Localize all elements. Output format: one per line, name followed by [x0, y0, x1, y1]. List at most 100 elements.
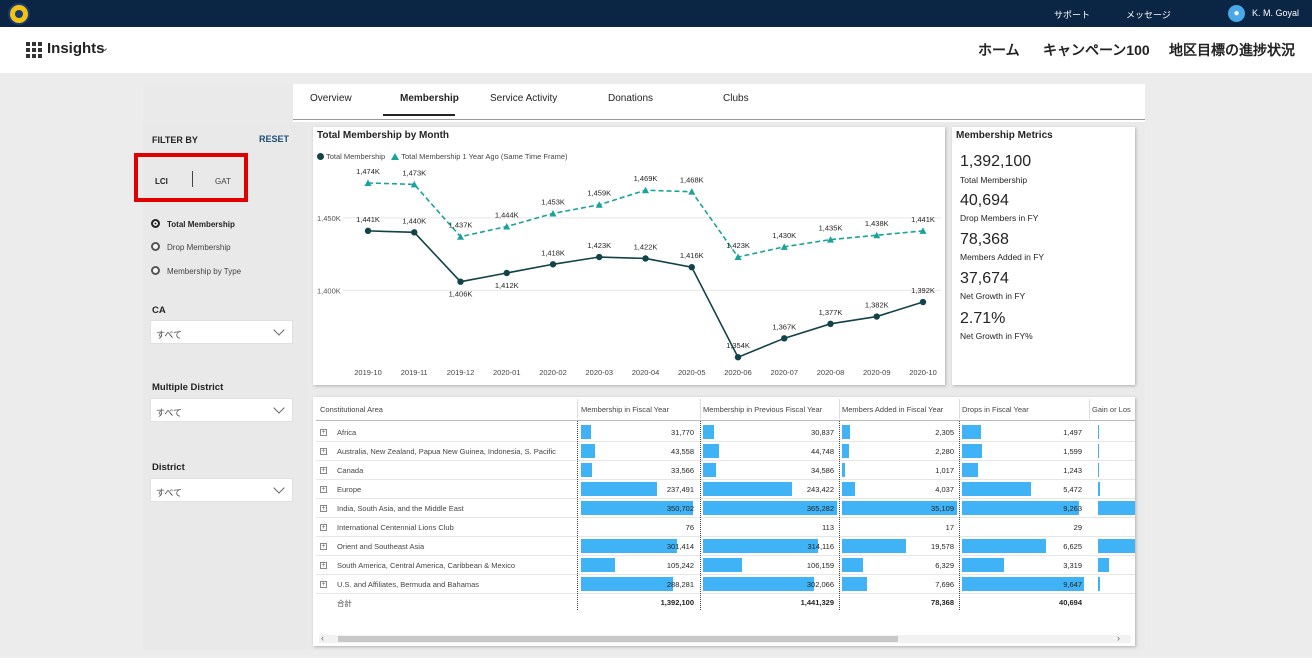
column-header[interactable]: Membership in Previous Fiscal Year	[703, 405, 823, 414]
tab-clubs[interactable]: Clubs	[723, 93, 749, 104]
metric-total-membership-value: 1,392,100	[960, 153, 1032, 170]
nav-home[interactable]: ホーム	[978, 42, 1020, 58]
cell-value: 105,242	[666, 561, 694, 570]
data-bar	[581, 463, 592, 477]
column-divider[interactable]	[839, 399, 840, 419]
report-tabs: Overview Membership Service Activity Don…	[293, 84, 1145, 122]
cell-value: 9,647	[1063, 580, 1082, 589]
tab-service-activity[interactable]: Service Activity	[490, 93, 558, 104]
expand-icon[interactable]: +	[320, 562, 327, 569]
data-bar	[1098, 558, 1109, 572]
column-divider	[959, 421, 960, 610]
table-row[interactable]: + Canada 33,566 34,586 1,017 1,243	[313, 461, 1135, 480]
table-row[interactable]: + South America, Central America, Caribbe…	[313, 556, 1135, 575]
tab-donations[interactable]: Donations	[608, 93, 654, 104]
chart-legend: Total Membership Total Membership 1 Year…	[317, 152, 568, 161]
toggle-gat[interactable]: GAT	[215, 177, 231, 186]
expand-icon[interactable]: +	[320, 581, 327, 588]
data-bar	[581, 501, 693, 515]
tab-overview[interactable]: Overview	[310, 93, 352, 104]
ca-dropdown[interactable]: すべて	[150, 320, 293, 344]
radio-total-membership[interactable]	[151, 219, 160, 228]
chevron-down-icon[interactable]: ⌄	[100, 42, 110, 54]
table-row[interactable]: + India, South Asia, and the Middle East 3…	[313, 499, 1135, 518]
line-chart-svg: 1,450K 1,400K 2019-10 2019-11 2019-12 2020-01…	[317, 167, 941, 377]
metric-total-membership-label: Total Membership	[960, 175, 1028, 185]
expand-icon[interactable]: +	[320, 505, 327, 512]
column-header[interactable]: Gain or Los	[1092, 405, 1131, 414]
nav-campaign-100[interactable]: キャンペーン100	[1043, 42, 1150, 58]
horizontal-scrollbar[interactable]: ‹ ›	[319, 633, 1131, 643]
expand-icon[interactable]: +	[320, 429, 327, 436]
total-value: 1,441,329	[800, 598, 834, 607]
table-row[interactable]: + Orient and Southeast Asia 301,414 314,116…	[313, 537, 1135, 556]
data-point	[549, 261, 557, 268]
cell-value: 302,066	[806, 580, 834, 589]
expand-icon[interactable]: +	[320, 543, 327, 550]
radio-membership-by-type[interactable]	[151, 266, 160, 275]
row-label: Orient and Southeast Asia	[337, 542, 425, 551]
column-header[interactable]: Constitutional Area	[320, 405, 383, 414]
radio-label-drop-membership[interactable]: Drop Membership	[167, 243, 231, 252]
table-row[interactable]: + Europe 237,491 243,422 4,037 5,472	[313, 480, 1135, 499]
tabs-divider	[293, 119, 1145, 120]
chevron-down-icon[interactable]	[273, 482, 285, 494]
column-header[interactable]: Drops in Fiscal Year	[962, 405, 1029, 414]
lions-logo-icon[interactable]	[8, 3, 30, 25]
data-label: 1,437K	[449, 221, 473, 230]
legend-triangle-icon	[391, 153, 400, 160]
support-link[interactable]: サポート	[1054, 10, 1091, 20]
toggle-divider	[192, 171, 193, 187]
data-point	[410, 180, 418, 188]
data-label: 1,441K	[356, 215, 380, 224]
column-divider[interactable]	[1089, 399, 1090, 419]
district-dropdown[interactable]: すべて	[150, 478, 293, 502]
column-divider[interactable]	[959, 399, 960, 419]
app-launcher-icon[interactable]	[26, 42, 42, 58]
column-divider[interactable]	[700, 399, 701, 419]
expand-icon[interactable]: +	[320, 448, 327, 455]
column-header[interactable]: Members Added in Fiscal Year	[842, 405, 944, 414]
data-bar	[842, 463, 845, 477]
row-label: Australia, New Zealand, Papua New Guinea…	[337, 447, 556, 456]
data-label: 1,412K	[495, 281, 519, 290]
chevron-right-icon[interactable]: ›	[1117, 633, 1120, 643]
column-divider[interactable]	[577, 399, 578, 419]
cell-value: 237,491	[666, 485, 694, 494]
toggle-lci[interactable]: LCI	[155, 177, 168, 186]
data-point	[873, 231, 881, 239]
table-row[interactable]: + International Centennial Lions Club 76 11…	[313, 518, 1135, 537]
cell-value: 7,696	[935, 580, 954, 589]
legend-series-2[interactable]: Total Membership 1 Year Ago (Same Time F…	[401, 152, 568, 161]
expand-icon[interactable]: +	[320, 467, 327, 474]
cell-value: 243,422	[806, 485, 834, 494]
table-row[interactable]: + U.S. and Affiliates, Bermuda and Bahama…	[313, 575, 1135, 594]
legend-series-1[interactable]: Total Membership	[325, 152, 386, 161]
nav-district-goals[interactable]: 地区目標の進捗状況	[1169, 42, 1295, 58]
table-row[interactable]: + Australia, New Zealand, Papua New Guine…	[313, 442, 1135, 461]
cell-value: 2,305	[935, 428, 954, 437]
expand-icon[interactable]: +	[320, 524, 327, 531]
x-tick-label: 2020-04	[632, 368, 660, 377]
chevron-left-icon[interactable]: ‹	[321, 633, 324, 643]
scrollbar-thumb[interactable]	[338, 636, 898, 642]
multiple-district-dropdown[interactable]: すべて	[150, 398, 293, 422]
total-value: 40,694	[1059, 598, 1082, 607]
x-tick-label: 2020-01	[493, 368, 521, 377]
expand-icon[interactable]: +	[320, 486, 327, 493]
radio-label-membership-by-type[interactable]: Membership by Type	[167, 267, 242, 276]
user-name[interactable]: K. M. Goyal	[1252, 8, 1300, 18]
column-header[interactable]: Membership in Fiscal Year	[581, 405, 669, 414]
chevron-down-icon[interactable]	[273, 402, 285, 414]
app-title[interactable]: Insights	[47, 40, 105, 57]
messages-link[interactable]: メッセージ	[1126, 10, 1171, 20]
person-icon[interactable]: ●	[1228, 5, 1245, 22]
table-row[interactable]: + Africa 31,770 30,837 2,305 1,497	[313, 423, 1135, 442]
tab-membership[interactable]: Membership	[400, 93, 459, 104]
radio-label-total-membership[interactable]: Total Membership	[167, 220, 235, 229]
chevron-down-icon[interactable]	[273, 324, 285, 336]
radio-drop-membership[interactable]	[151, 242, 160, 251]
data-point	[688, 263, 695, 271]
data-bar	[703, 425, 714, 439]
reset-button[interactable]: RESET	[259, 134, 290, 144]
